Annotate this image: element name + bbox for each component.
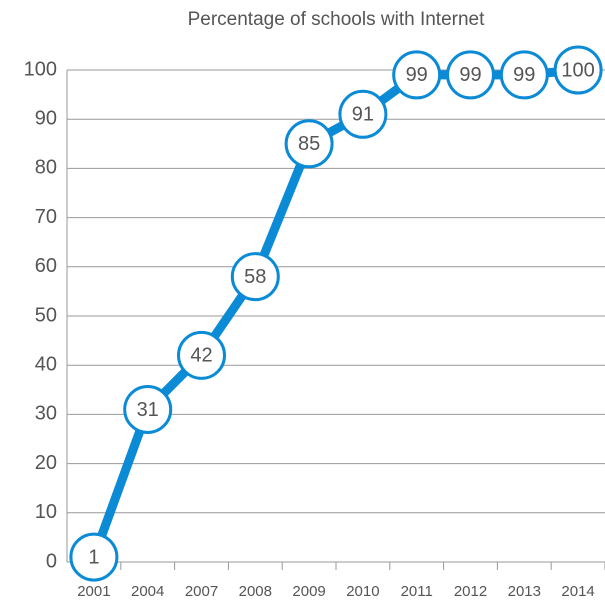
- x-tick-label: 2010: [346, 583, 379, 600]
- marker: [230, 252, 280, 302]
- x-tick-label: 2009: [292, 583, 325, 600]
- marker: [499, 50, 549, 100]
- y-tick-label: 30: [35, 403, 57, 425]
- x-tick-label: 2008: [239, 583, 272, 600]
- y-tick-label: 70: [35, 206, 57, 228]
- marker: [284, 119, 334, 169]
- data-label: 31: [137, 399, 159, 421]
- data-label: 58: [244, 266, 266, 288]
- y-tick-label: 10: [35, 501, 57, 523]
- y-tick-label: 50: [35, 304, 57, 326]
- marker: [338, 89, 388, 139]
- x-tick-label: 2012: [454, 583, 487, 600]
- marker: [553, 45, 603, 95]
- x-tick-label: 2014: [561, 583, 594, 600]
- x-tick-label: 2011: [401, 583, 433, 600]
- x-tick-label: 2001: [77, 583, 110, 600]
- data-label: 99: [459, 64, 481, 86]
- y-tick-label: 80: [35, 157, 57, 179]
- marker: [446, 50, 495, 100]
- data-label: 100: [561, 59, 594, 81]
- y-tick-label: 40: [35, 353, 57, 375]
- x-tick-label: 2013: [508, 583, 541, 600]
- y-tick-label: 100: [24, 58, 57, 80]
- data-label: 99: [406, 64, 428, 86]
- x-tick-label: 2007: [185, 583, 218, 600]
- marker: [392, 50, 442, 100]
- y-tick-label: 60: [35, 255, 57, 277]
- x-tick-label: 2004: [131, 583, 164, 600]
- line: [89, 65, 579, 559]
- data-label: 85: [298, 133, 320, 155]
- y-tick-label: 0: [46, 550, 57, 572]
- y-tick-label: 90: [35, 107, 57, 129]
- marker: [177, 330, 226, 380]
- y-tick-label: 20: [35, 452, 57, 474]
- data-label: 91: [352, 104, 374, 126]
- data-label: 1: [88, 546, 99, 568]
- chart-title: Percentage of schools with Internet: [188, 9, 486, 30]
- marker: [69, 532, 119, 582]
- data-label: 42: [190, 345, 212, 367]
- data-label: 99: [513, 64, 535, 86]
- marker: [123, 384, 173, 434]
